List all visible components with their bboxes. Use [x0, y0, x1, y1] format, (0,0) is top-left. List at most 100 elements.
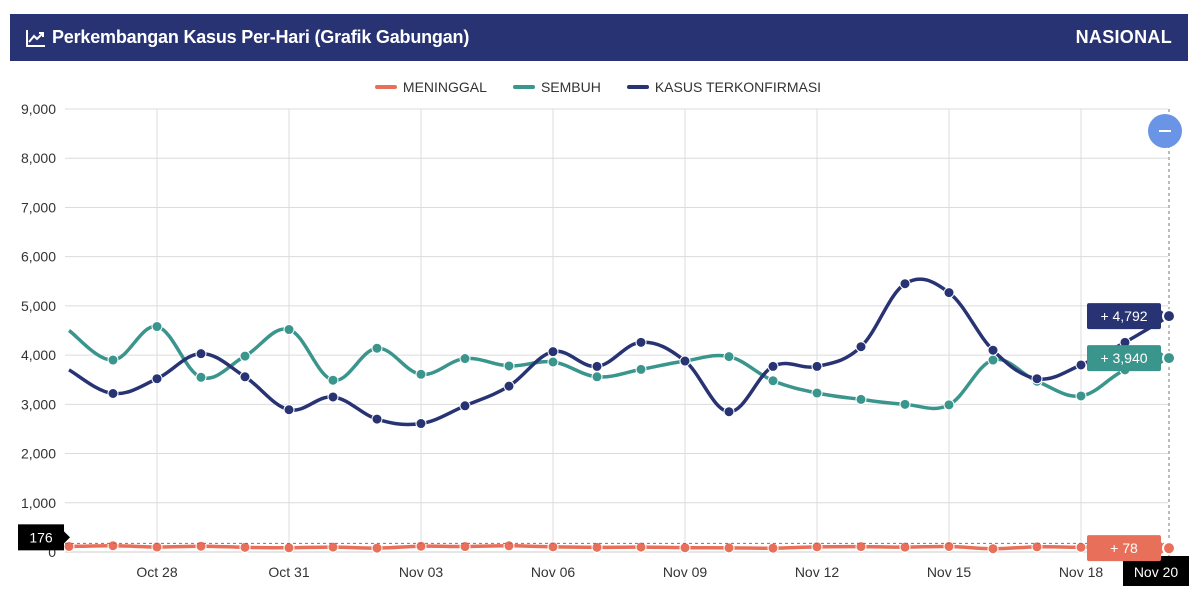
y-tick-label: 1,000 [21, 495, 56, 511]
data-point-sembuh [503, 360, 515, 372]
y-tick-label: 7,000 [21, 199, 56, 215]
crosshair-y-label-pointer [64, 531, 70, 544]
data-point-sembuh [459, 353, 471, 365]
data-point-sembuh [943, 399, 955, 411]
data-point-meninggal [899, 541, 911, 553]
data-point-sembuh [767, 375, 779, 387]
data-point-meninggal [371, 542, 383, 554]
data-point-kasus-terkonfirmasi [767, 360, 779, 372]
data-point-sembuh [195, 371, 207, 383]
data-point-meninggal [1031, 541, 1043, 553]
data-point-sembuh [635, 363, 647, 375]
data-point-sembuh [327, 374, 339, 386]
data-point-meninggal [635, 541, 647, 553]
data-point-meninggal [547, 541, 559, 553]
data-point-kasus-terkonfirmasi [327, 391, 339, 403]
tooltip-recovered-marker [1162, 351, 1176, 366]
data-point-sembuh [415, 368, 427, 380]
y-tick-label: 2,000 [21, 446, 56, 462]
legend-swatch-kasus-terkonfirmasi [626, 85, 649, 89]
data-point-sembuh [107, 354, 119, 366]
data-point-meninggal [151, 541, 163, 553]
x-tick-label: Nov 09 [663, 564, 708, 580]
data-point-kasus-terkonfirmasi [547, 346, 559, 358]
data-point-kasus-terkonfirmasi [855, 341, 867, 353]
data-point-kasus-terkonfirmasi [635, 336, 647, 348]
x-tick-label: Nov 03 [399, 564, 444, 580]
tooltip-confirmed-marker [1162, 309, 1176, 324]
data-point-kasus-terkonfirmasi [1075, 359, 1087, 371]
x-tick-label: Nov 18 [1059, 564, 1104, 580]
y-tick-label: 9,000 [21, 101, 56, 117]
data-point-sembuh [811, 387, 823, 399]
data-point-meninggal [239, 541, 251, 553]
data-point-meninggal [811, 541, 823, 553]
data-point-meninggal [943, 540, 955, 552]
crosshair-x-label: Nov 20 [1134, 564, 1179, 580]
data-point-kasus-terkonfirmasi [239, 371, 251, 383]
x-tick-label: Nov 12 [795, 564, 840, 580]
tooltip-recovered-box [1087, 345, 1161, 372]
x-tick-label: Oct 28 [136, 564, 177, 580]
data-point-kasus-terkonfirmasi [591, 360, 603, 372]
legend-label-meninggal: MENINGGAL [402, 79, 487, 95]
data-point-kasus-terkonfirmasi [811, 360, 823, 372]
data-point-meninggal [195, 540, 207, 552]
tooltip-confirmed-box [1087, 303, 1161, 330]
data-point-sembuh [855, 393, 867, 405]
crosshair-y-label: 176 [29, 529, 53, 545]
y-tick-label: 0 [48, 544, 56, 560]
data-point-sembuh [591, 371, 603, 383]
data-point-kasus-terkonfirmasi [1031, 373, 1043, 385]
data-point-meninggal [459, 541, 471, 553]
series-line-kasus-terkonfirmasi [68, 277, 1170, 427]
chart-legend: MENINGGAL SEMBUH KASUS TERKONFIRMASI [0, 79, 1196, 95]
y-tick-label: 6,000 [21, 249, 56, 265]
y-tick-label: 4,000 [21, 347, 56, 363]
data-point-kasus-terkonfirmasi [459, 400, 471, 412]
data-point-sembuh [547, 356, 559, 368]
data-point-meninggal [415, 540, 427, 552]
data-point-sembuh [151, 321, 163, 333]
legend-item-sembuh[interactable]: SEMBUH [512, 79, 601, 95]
x-tick-label: Nov 15 [927, 564, 972, 580]
crosshair-y-label-box [18, 524, 64, 551]
data-point-meninggal [503, 540, 515, 552]
scope-label: NASIONAL [1075, 27, 1172, 47]
x-tick-label: Oct 31 [268, 564, 309, 580]
tooltip-deaths-box [1087, 535, 1161, 562]
data-point-meninggal [723, 542, 735, 554]
data-point-sembuh [723, 351, 735, 363]
legend-item-kasus-terkonfirmasi[interactable]: KASUS TERKONFIRMASI [626, 79, 821, 95]
y-tick-label: 8,000 [21, 150, 56, 166]
data-point-sembuh [987, 354, 999, 366]
data-point-kasus-terkonfirmasi [415, 418, 427, 430]
data-point-kasus-terkonfirmasi [943, 287, 955, 299]
data-point-kasus-terkonfirmasi [723, 406, 735, 418]
data-point-meninggal [679, 542, 691, 554]
y-tick-label: 5,000 [21, 298, 56, 314]
data-point-sembuh [283, 324, 295, 336]
data-point-kasus-terkonfirmasi [151, 373, 163, 385]
tooltip-deaths-marker [1162, 541, 1176, 556]
series-line-meninggal [68, 543, 1170, 551]
data-point-kasus-terkonfirmasi [195, 348, 207, 360]
zoom-out-button[interactable] [1148, 114, 1182, 148]
trend-line-icon [26, 29, 45, 47]
legend-swatch-meninggal [374, 85, 397, 89]
legend-label-sembuh: SEMBUH [540, 79, 601, 95]
tooltip-confirmed: + 4,792 [1100, 308, 1147, 324]
data-point-sembuh [371, 342, 383, 354]
tooltip-recovered: + 3,940 [1100, 350, 1147, 366]
data-point-sembuh [239, 350, 251, 362]
legend-item-meninggal[interactable]: MENINGGAL [374, 79, 487, 95]
data-point-kasus-terkonfirmasi [679, 355, 691, 367]
legend-swatch-sembuh [512, 85, 535, 89]
chart-title: Perkembangan Kasus Per-Hari (Grafik Gabu… [52, 27, 470, 47]
data-point-kasus-terkonfirmasi [371, 413, 383, 425]
data-point-kasus-terkonfirmasi [283, 404, 295, 416]
y-tick-label: 3,000 [21, 396, 56, 412]
header-title-group: Perkembangan Kasus Per-Hari (Grafik Gabu… [26, 27, 469, 48]
x-tick-label: Nov 06 [531, 564, 576, 580]
